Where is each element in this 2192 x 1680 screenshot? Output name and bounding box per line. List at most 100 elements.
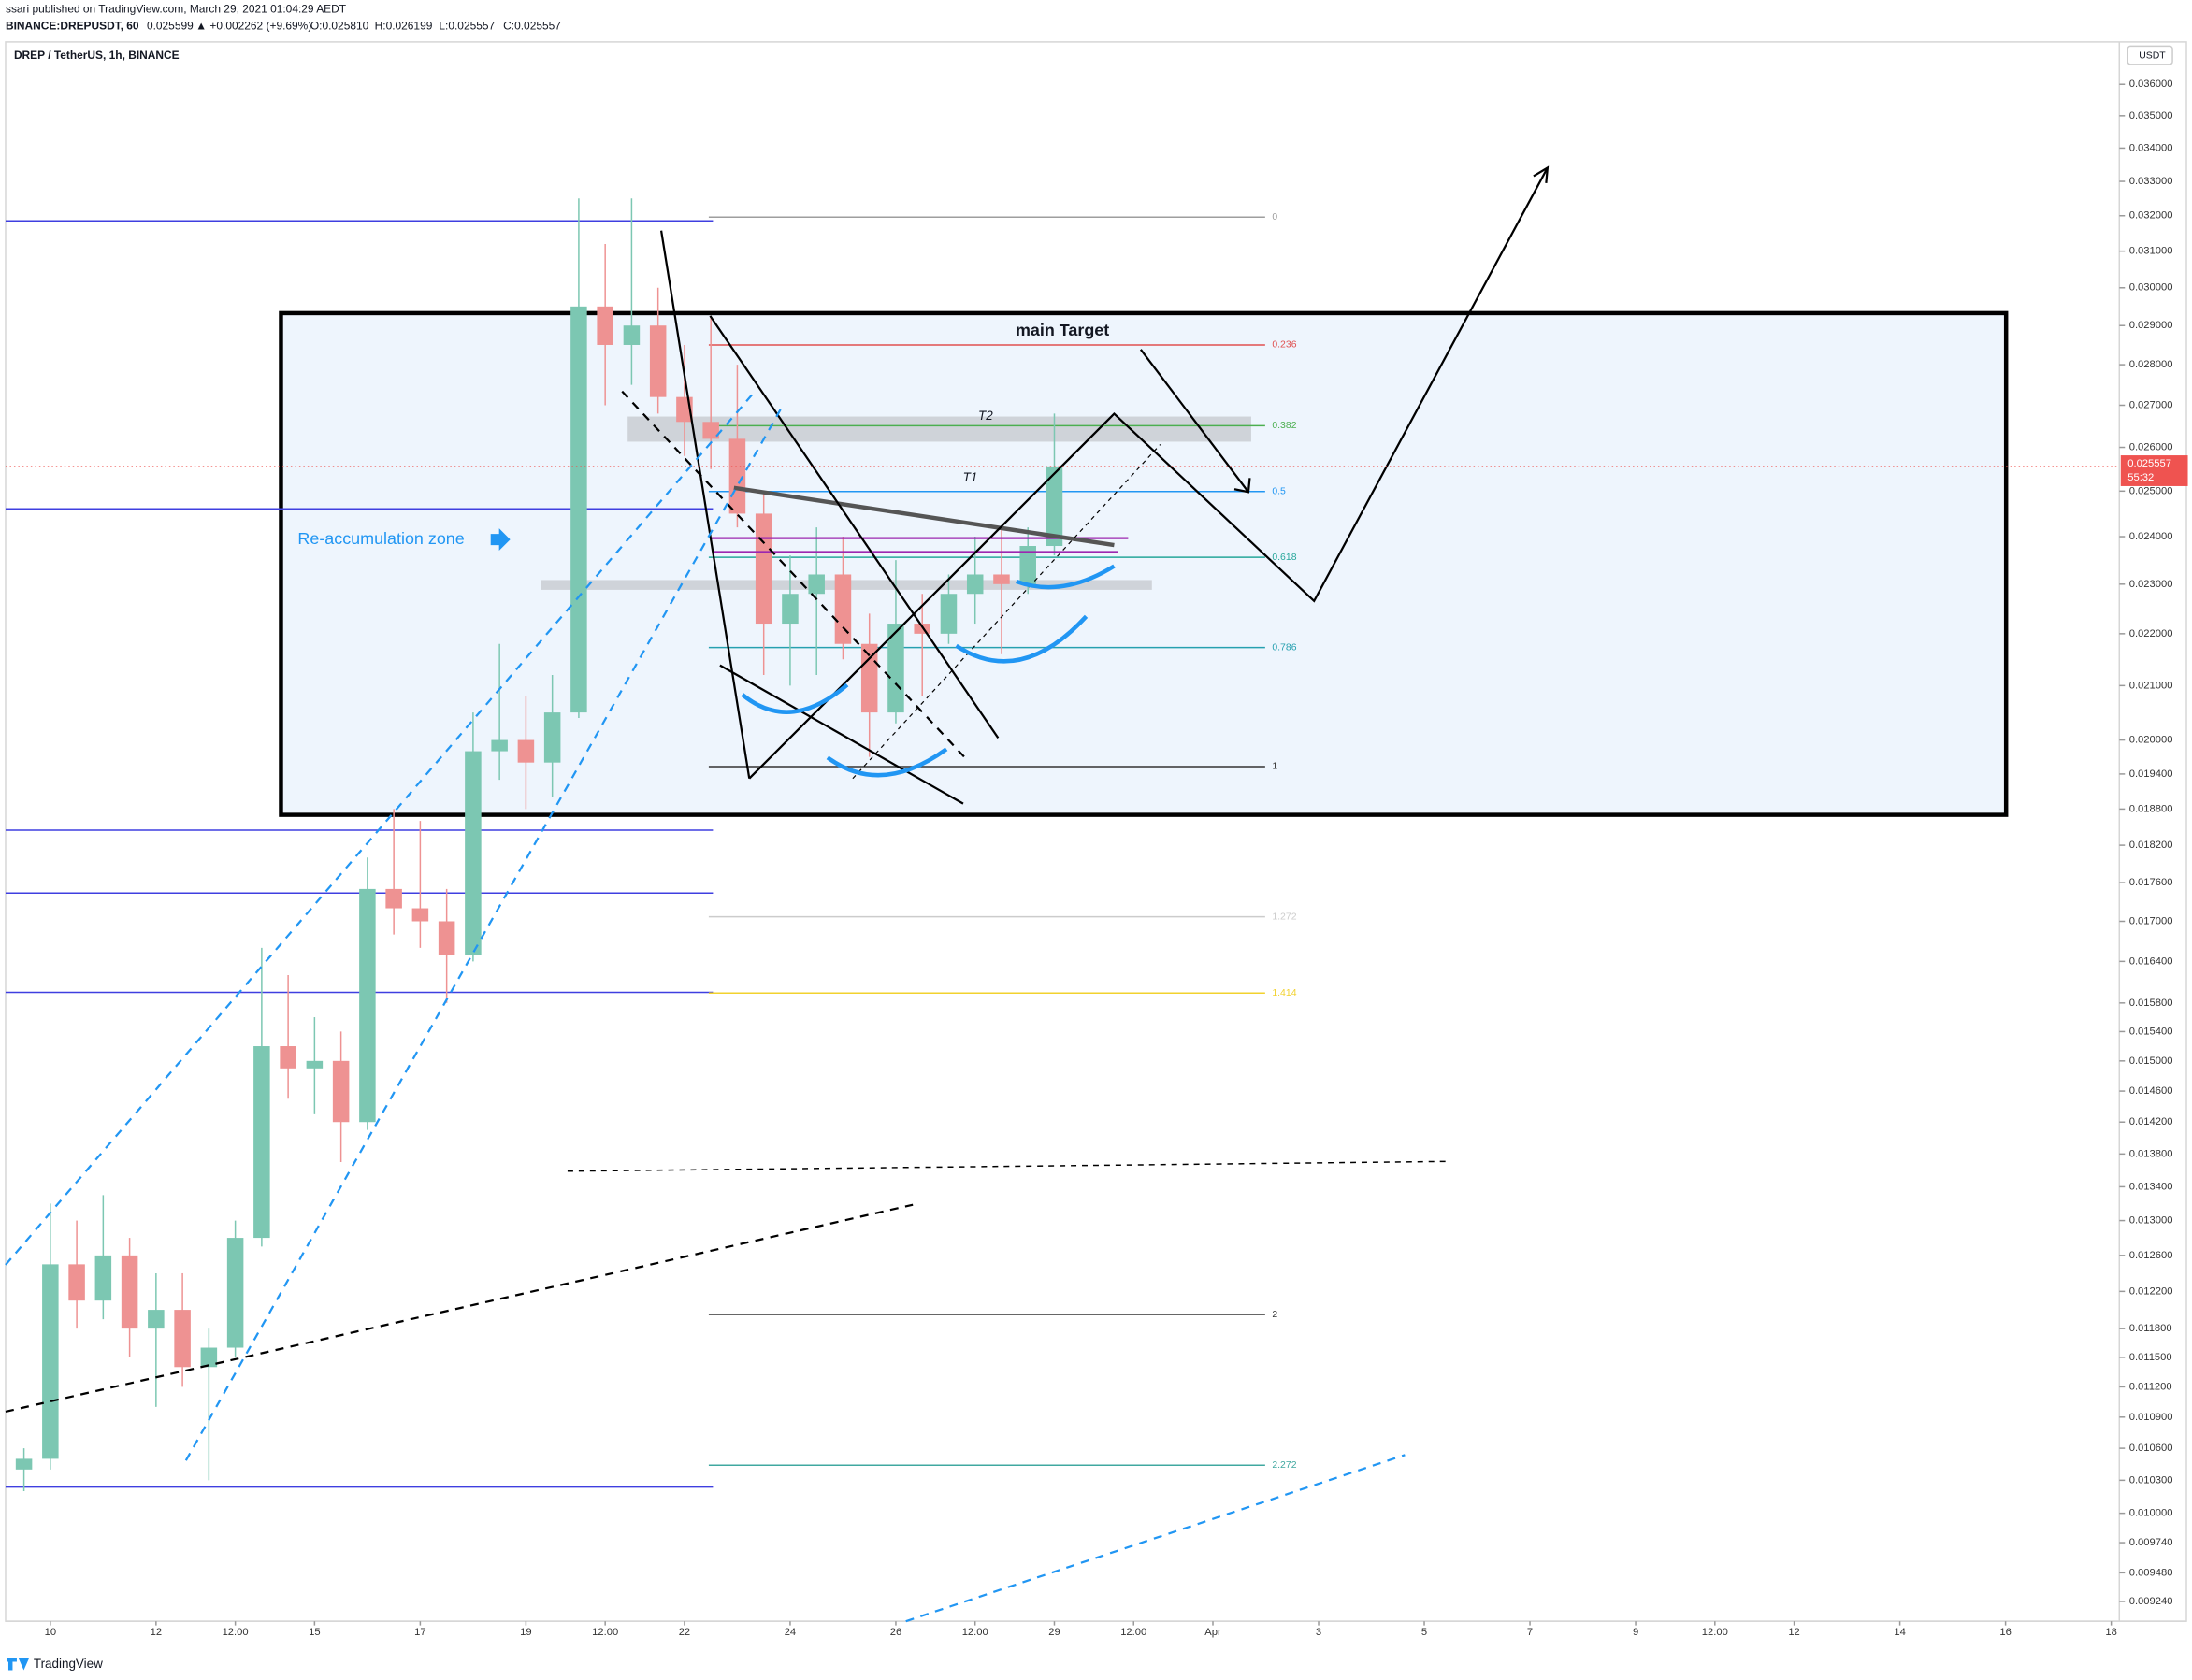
fib-label: 0.618 xyxy=(1272,553,1296,563)
candle-body xyxy=(200,1347,218,1368)
y-tick-label: 0.015800 xyxy=(2129,998,2173,1009)
y-axis: 0.036000 0.035000 0.034000 0.033000 0.032000… xyxy=(2119,79,2172,1607)
x-tick-label: 15 xyxy=(309,1627,320,1638)
x-tick-label: 5 xyxy=(1421,1627,1427,1638)
candle-body xyxy=(253,1046,270,1239)
x-tick-label: 12:00 xyxy=(223,1627,249,1638)
dashed-line xyxy=(852,444,1161,780)
y-tick-label: 0.015000 xyxy=(2129,1055,2173,1067)
arc xyxy=(826,747,948,778)
x-tick-label: 7 xyxy=(1527,1627,1533,1638)
x-tick-label: 24 xyxy=(785,1627,796,1638)
y-tick-label: 0.009240 xyxy=(2129,1596,2173,1607)
y-tick-label: 0.013800 xyxy=(2129,1148,2173,1159)
x-tick-label: 12:00 xyxy=(1120,1627,1146,1638)
y-tick-label: 0.016400 xyxy=(2129,955,2173,967)
y-tick-label: 0.023000 xyxy=(2129,579,2173,590)
candle-body xyxy=(543,712,561,763)
target-arrow xyxy=(1139,349,1249,493)
candle-body xyxy=(834,574,852,644)
annotation: T1 xyxy=(963,470,978,484)
arrow-head xyxy=(1533,165,1550,183)
x-tick-label: 12 xyxy=(151,1627,162,1638)
candle-body xyxy=(517,739,535,763)
candle-body xyxy=(306,1060,324,1069)
wedge-line xyxy=(659,230,751,779)
x-tick-label: Apr xyxy=(1204,1627,1221,1638)
y-tick-label: 0.025000 xyxy=(2129,485,2173,496)
candle-body xyxy=(438,921,455,955)
y-tick-label: 0.031000 xyxy=(2129,246,2173,257)
fib-label: 0 xyxy=(1272,212,1277,223)
y-tick-label: 0.017600 xyxy=(2129,877,2173,888)
x-tick-label: 12:00 xyxy=(962,1627,988,1638)
channel-line xyxy=(905,1454,1406,1623)
candle-body xyxy=(121,1255,138,1329)
x-tick-label: 3 xyxy=(1316,1627,1321,1638)
candle-body xyxy=(385,888,402,909)
y-tick-label: 0.010300 xyxy=(2129,1474,2173,1486)
ohlc-low: L:0.025557 xyxy=(439,20,495,33)
dashed-line xyxy=(5,1203,914,1414)
ohlc-open: O:0.025810 xyxy=(310,20,369,33)
y-tick-label: 0.026000 xyxy=(2129,441,2173,452)
candle-body xyxy=(465,751,482,955)
fib-label: 0.786 xyxy=(1272,642,1296,653)
currency-box[interactable] xyxy=(2127,45,2173,65)
candle-body xyxy=(623,325,641,345)
candle-body xyxy=(411,908,429,922)
y-tick-label: 0.018200 xyxy=(2129,840,2173,851)
dashed-line xyxy=(621,390,970,763)
footer: TradingView xyxy=(7,1657,103,1671)
candle-body xyxy=(359,888,376,1123)
ohlc-close: C:0.025557 xyxy=(503,20,561,33)
y-tick-label: 0.033000 xyxy=(2129,176,2173,187)
arc xyxy=(1016,564,1116,590)
annotation: main Target xyxy=(1016,321,1109,339)
x-tick-label: 18 xyxy=(2105,1627,2116,1638)
candle-body xyxy=(332,1060,350,1123)
candle-body xyxy=(966,574,984,595)
x-tick-label: 12 xyxy=(1788,1627,1799,1638)
y-tick-label: 0.011500 xyxy=(2129,1352,2172,1363)
arc xyxy=(955,614,1089,664)
arcs xyxy=(741,564,1116,778)
x-tick-label: 12:00 xyxy=(592,1627,618,1638)
x-tick-label: 19 xyxy=(520,1627,531,1638)
header: ssari published on TradingView.com, Marc… xyxy=(6,3,561,33)
candle-body xyxy=(597,306,613,345)
y-tick-label: 0.027000 xyxy=(2129,399,2173,410)
x-tick-label: 16 xyxy=(1999,1627,2011,1638)
candle-body xyxy=(702,422,719,439)
x-tick-label: 9 xyxy=(1633,1627,1638,1638)
zone-arrow xyxy=(490,528,511,552)
y-tick-label: 0.022000 xyxy=(2129,628,2173,639)
y-tick-label: 0.010000 xyxy=(2129,1508,2173,1519)
x-tick-label: 17 xyxy=(414,1627,425,1638)
fib-levels: 0 0.236 0.382 0.5 0.618 0.786 1 1.272 1.414 2 2.27… xyxy=(708,212,1297,1471)
y-tick-label: 0.014600 xyxy=(2129,1085,2173,1097)
wedge-line xyxy=(709,315,1000,739)
y-tick-label: 0.017000 xyxy=(2129,915,2173,926)
candle-body xyxy=(68,1264,85,1301)
zone-box xyxy=(279,310,2009,817)
change: ▲ +0.002262 (+9.69%) xyxy=(195,20,311,33)
y-tick-label: 0.020000 xyxy=(2129,735,2173,746)
candle-body xyxy=(649,325,667,397)
candle-body xyxy=(15,1458,33,1470)
y-tick-label: 0.010900 xyxy=(2129,1412,2173,1423)
y-tick-label: 0.014200 xyxy=(2129,1116,2173,1127)
currency[interactable]: USDT xyxy=(2139,51,2166,62)
y-tick-label: 0.012200 xyxy=(2129,1285,2173,1297)
fib-label: 0.382 xyxy=(1272,421,1296,431)
candle-body xyxy=(491,739,508,752)
last-price-box xyxy=(2120,455,2188,486)
fib-label: 1 xyxy=(1272,762,1277,772)
y-tick-label: 0.013000 xyxy=(2129,1215,2173,1227)
candle-body xyxy=(728,438,746,514)
price: 0.025599 xyxy=(147,20,194,33)
y-tick-label: 0.015400 xyxy=(2129,1026,2173,1037)
